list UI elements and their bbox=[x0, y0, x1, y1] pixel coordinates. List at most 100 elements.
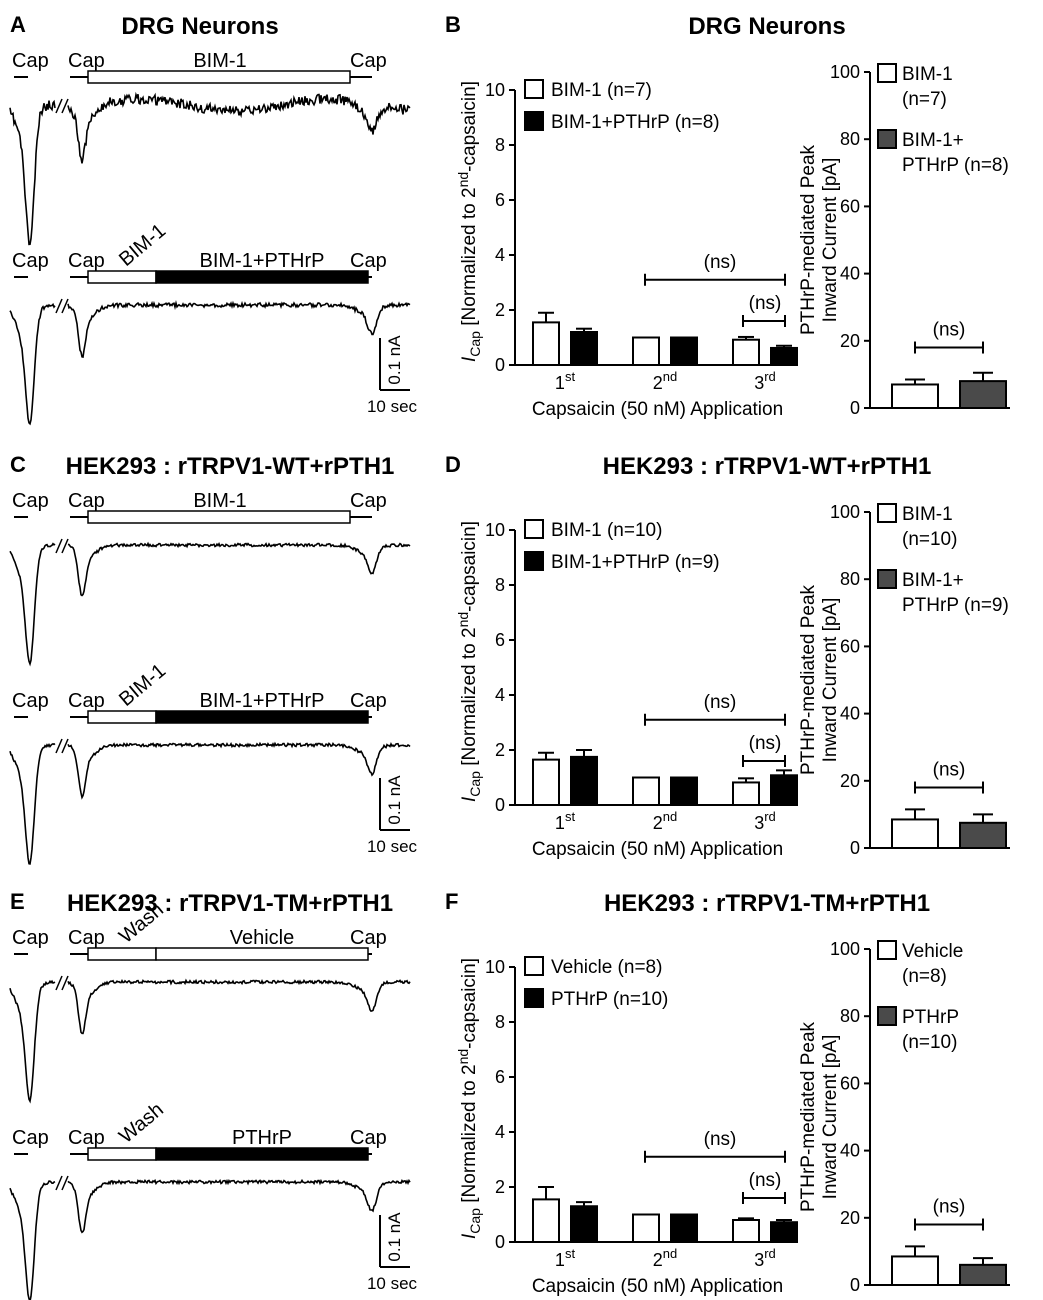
bar bbox=[732, 1219, 760, 1243]
cap-label: Cap bbox=[350, 50, 387, 72]
panel-label: F bbox=[445, 889, 458, 914]
legend-label: PTHrP bbox=[902, 1007, 959, 1028]
x-tick-label: 1st bbox=[555, 369, 576, 393]
y-tick-label: 0 bbox=[850, 838, 860, 858]
legend-swatch bbox=[877, 1006, 897, 1026]
cap-label: Cap bbox=[68, 690, 105, 712]
panel-title: HEK293 : rTRPV1-TM+rPTH1 bbox=[604, 890, 930, 917]
y-tick-label: 2 bbox=[495, 740, 505, 760]
bar bbox=[959, 380, 1007, 409]
cap-label: Cap bbox=[12, 50, 49, 72]
bar bbox=[732, 338, 760, 367]
current-trace bbox=[9, 1180, 56, 1300]
legend-swatch bbox=[877, 940, 897, 960]
y-tick-label: 6 bbox=[495, 190, 505, 210]
cap-label: Cap bbox=[68, 927, 105, 949]
legend-label: BIM-1 (n=10) bbox=[551, 520, 662, 541]
bar bbox=[959, 1263, 1007, 1286]
break-mark bbox=[55, 738, 63, 754]
panel-title: HEK293 : rTRPV1-TM+rPTH1 bbox=[67, 890, 393, 917]
y-tick-label: 10 bbox=[485, 520, 505, 540]
ns-label: (ns) bbox=[933, 1197, 966, 1218]
legend-swatch bbox=[877, 129, 897, 149]
trace-panel: C HEK293 : rTRPV1-WT+rPTH1 0.1 nA 10 sec bbox=[10, 452, 418, 856]
legend-swatch bbox=[877, 63, 897, 83]
bar bbox=[770, 1221, 798, 1243]
scale-time-label: 10 sec bbox=[367, 1274, 418, 1293]
scale-current-label: 0.1 nA bbox=[385, 1212, 404, 1262]
cap-label: Cap bbox=[350, 490, 387, 512]
panel-label: D bbox=[445, 452, 461, 477]
legend-swatch bbox=[524, 79, 544, 99]
panel-label: B bbox=[445, 12, 461, 37]
y-tick-label: 100 bbox=[830, 502, 860, 522]
bar bbox=[532, 321, 560, 366]
break-mark bbox=[55, 1175, 63, 1191]
legend-swatch bbox=[524, 551, 544, 571]
y-tick-label: 10 bbox=[485, 80, 505, 100]
x-tick-label: 2nd bbox=[653, 809, 677, 833]
legend-label: (n=10) bbox=[902, 1032, 957, 1053]
x-tick-label: 3rd bbox=[754, 369, 776, 393]
y-tick-label: 4 bbox=[495, 685, 505, 705]
scale-time-label: 10 sec bbox=[367, 397, 418, 416]
y-axis-label: Inward Current [pA] bbox=[820, 598, 841, 763]
legend-swatch bbox=[524, 988, 544, 1008]
y-tick-label: 60 bbox=[840, 196, 860, 216]
y-tick-label: 80 bbox=[840, 569, 860, 589]
scale-time-label: 10 sec bbox=[367, 837, 418, 856]
panel-label: E bbox=[10, 889, 25, 914]
bar bbox=[532, 1198, 560, 1243]
current-trace bbox=[9, 742, 56, 865]
legend-label: (n=10) bbox=[902, 529, 957, 550]
cap-label: Cap bbox=[68, 250, 105, 272]
y-tick-label: 0 bbox=[495, 1232, 505, 1252]
break-mark bbox=[61, 98, 69, 114]
panel-title: DRG Neurons bbox=[121, 13, 278, 40]
y-tick-label: 4 bbox=[495, 1122, 505, 1142]
drug-bar bbox=[87, 1147, 157, 1161]
legend-label: BIM-1 bbox=[902, 64, 953, 85]
legend-label: BIM-1+ bbox=[902, 570, 964, 591]
cap-label: Cap bbox=[350, 690, 387, 712]
y-tick-label: 80 bbox=[840, 129, 860, 149]
y-tick-label: 100 bbox=[830, 939, 860, 959]
trace: Cap Cap Cap BIM-1 bbox=[9, 50, 411, 246]
peak-chart: 0 20 40 60 80 100 PTHrP-mediated Peak Inward Cu… bbox=[798, 939, 1010, 1295]
x-tick-label: 1st bbox=[555, 809, 576, 833]
cap-label: Cap bbox=[68, 50, 105, 72]
cap-label: Cap bbox=[350, 927, 387, 949]
cap-label: Cap bbox=[350, 1127, 387, 1149]
legend-label: PTHrP (n=9) bbox=[902, 595, 1009, 616]
y-tick-label: 6 bbox=[495, 630, 505, 650]
cap-label: Cap bbox=[12, 927, 49, 949]
scale-current-label: 0.1 nA bbox=[385, 335, 404, 385]
y-tick-label: 0 bbox=[495, 795, 505, 815]
break-mark bbox=[61, 538, 69, 554]
legend-label: BIM-1+PTHrP (n=8) bbox=[551, 112, 720, 133]
drug-bar bbox=[155, 710, 369, 724]
y-axis-label: ICap [Normalized to 2nd-capsaicin] bbox=[455, 521, 483, 802]
cap-label: Cap bbox=[12, 690, 49, 712]
cap-label: Cap bbox=[12, 1127, 49, 1149]
ns-label: (ns) bbox=[749, 293, 782, 314]
y-tick-label: 20 bbox=[840, 771, 860, 791]
x-tick-label: 2nd bbox=[653, 369, 677, 393]
cap-label: Cap bbox=[350, 250, 387, 272]
legend-swatch bbox=[877, 503, 897, 523]
bar bbox=[670, 336, 698, 366]
y-tick-label: 8 bbox=[495, 135, 505, 155]
bar bbox=[570, 755, 598, 806]
cap-label: Cap bbox=[12, 250, 49, 272]
panel-title: DRG Neurons bbox=[688, 13, 845, 40]
y-tick-label: 100 bbox=[830, 62, 860, 82]
y-tick-label: 0 bbox=[850, 398, 860, 418]
ns-label: (ns) bbox=[933, 760, 966, 781]
drug-bar-label: PTHrP bbox=[232, 1127, 292, 1149]
y-tick-label: 10 bbox=[485, 957, 505, 977]
drug-bar bbox=[155, 1147, 369, 1161]
bar bbox=[670, 776, 698, 806]
